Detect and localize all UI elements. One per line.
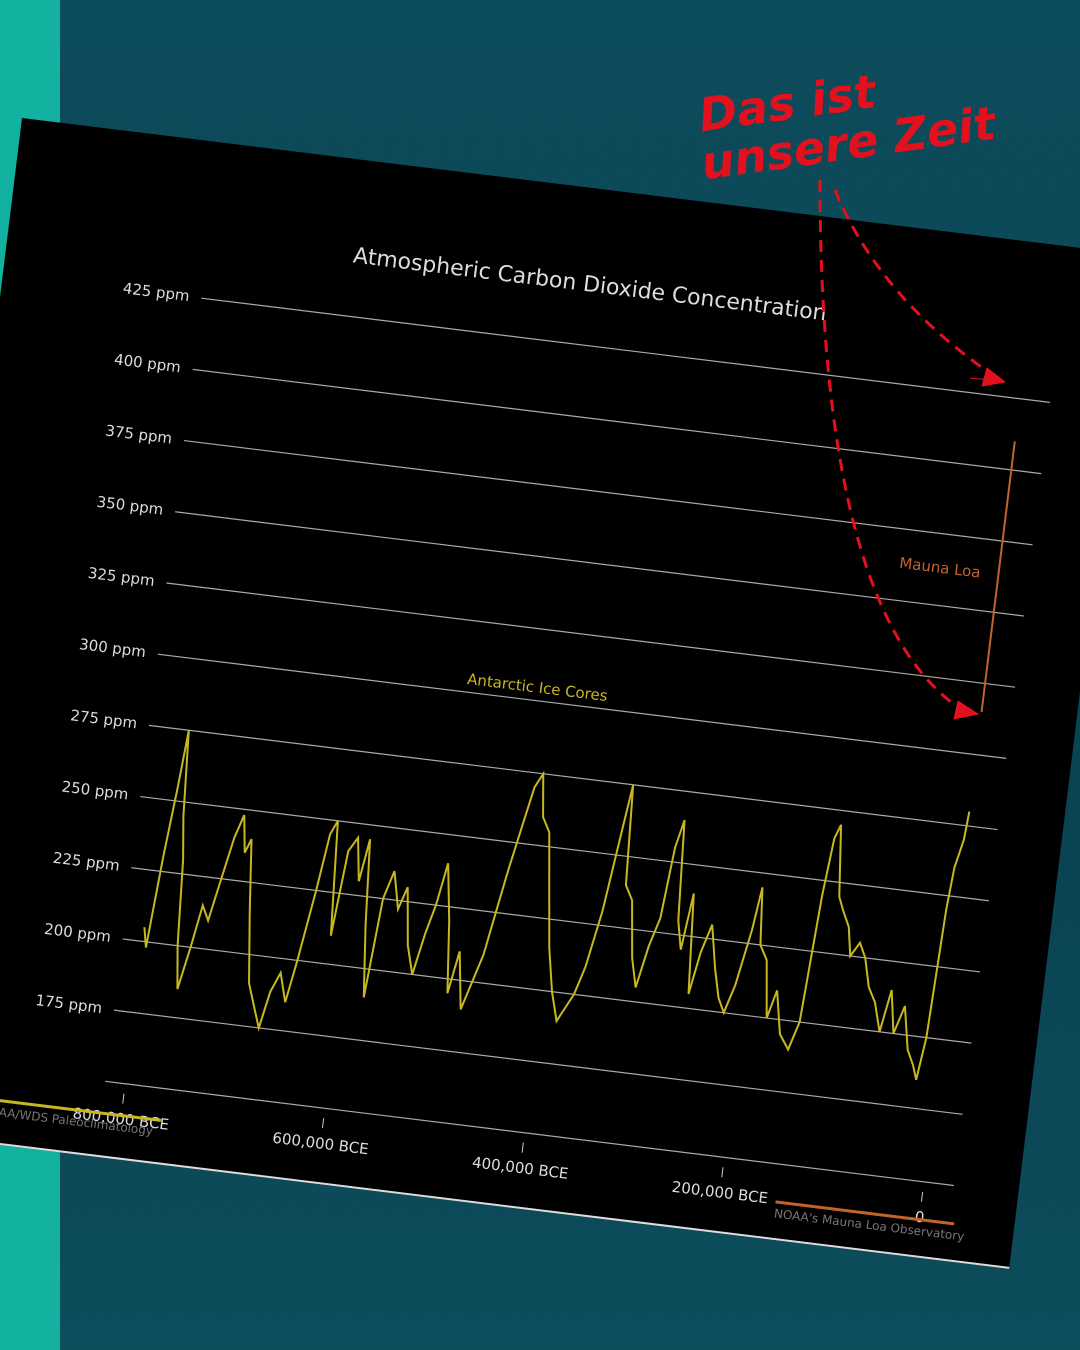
annotation: Das ist unsere Zeit [695,64,1000,191]
x-tick-label: 0 [914,1208,926,1227]
x-tick [122,1093,125,1104]
series-line [143,730,971,1080]
grid-line [192,368,1042,475]
chart-card: Atmospheric Carbon Dioxide Concentration… [0,118,1080,1269]
grid-line [122,938,972,1044]
grid-line [131,867,981,973]
grid-line [157,653,1007,759]
x-tick [521,1142,524,1153]
legend-swatch [0,1096,162,1122]
grid-line [175,511,1024,617]
x-tick [321,1118,325,1129]
grid-line [140,795,989,902]
x-axis-line [105,1080,954,1187]
arrow [833,189,1001,382]
grid-line [113,1009,963,1115]
x-tick [721,1167,724,1178]
arrow [818,179,966,714]
chart: Atmospheric Carbon Dioxide Concentration… [0,243,1051,1244]
x-tick [920,1191,924,1202]
grid-line [148,724,998,831]
grid-line [183,439,1033,546]
arrow-head [969,367,1007,387]
legend-swatch [775,1200,955,1226]
arrow-head [953,700,980,720]
grid-line [166,582,1016,688]
grid-line [201,297,1051,403]
series-line [980,441,1016,713]
